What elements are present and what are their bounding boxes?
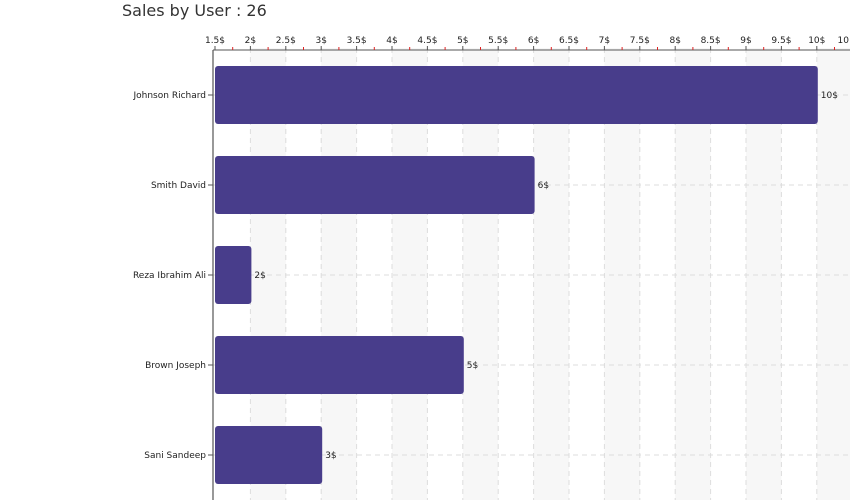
bar-value-label: 2$: [254, 271, 265, 281]
x-tick-label: 4$: [386, 36, 397, 46]
bar-value-label: 3$: [325, 451, 336, 461]
x-tick-label: 9$: [740, 36, 751, 46]
x-tick-label: 3$: [315, 36, 326, 46]
x-tick-label: 10$: [808, 36, 825, 46]
x-tick-label: 8$: [669, 36, 680, 46]
bar: [215, 246, 252, 304]
x-tick-label: 2$: [245, 36, 256, 46]
x-tick-label: 9.5$: [771, 36, 791, 46]
bar: [215, 66, 818, 124]
x-tick-label: 7$: [599, 36, 610, 46]
grid-band: [816, 48, 850, 500]
y-tick-label: Sani Sandeep: [144, 451, 206, 461]
x-tick-label: 3.5$: [347, 36, 367, 46]
y-axis: Johnson Richard Smith David Reza Ibrahim A…: [132, 50, 214, 500]
x-tick-label: 4.5$: [417, 36, 437, 46]
bar-value-label: 5$: [467, 361, 478, 371]
y-tick-label: Brown Joseph: [145, 361, 206, 371]
y-tick-label: Johnson Richard: [132, 91, 206, 101]
bar: [215, 426, 323, 484]
y-tick-label: Smith David: [151, 181, 206, 191]
x-tick-label: 7.5$: [630, 36, 650, 46]
x-tick-label: 6$: [528, 36, 539, 46]
x-tick-label: 2.5$: [276, 36, 296, 46]
bar: [215, 336, 464, 394]
x-tick-label: 10: [838, 36, 850, 46]
chart-title: Sales by User : 26: [122, 1, 267, 20]
bar-value-label: 10$: [821, 91, 838, 101]
x-tick-label: 5$: [457, 36, 468, 46]
x-tick-label: 6.5$: [559, 36, 579, 46]
x-tick-label: 1.5$: [205, 36, 225, 46]
x-tick-label: 5.5$: [488, 36, 508, 46]
y-tick-label: Reza Ibrahim Ali: [133, 271, 206, 281]
x-axis: 1.5$ 2$ 2.5$ 3$ 3.5$ 4$ 4.5$ 5$ 5.5$ 6$ 6.5$ 7$ 7.5$…: [205, 36, 850, 51]
bar-value-label: 6$: [538, 181, 549, 191]
bar: [215, 156, 535, 214]
x-tick-label: 8.5$: [701, 36, 721, 46]
bar-series: 10$ 6$ 2$ 5$ 3$: [215, 66, 838, 484]
